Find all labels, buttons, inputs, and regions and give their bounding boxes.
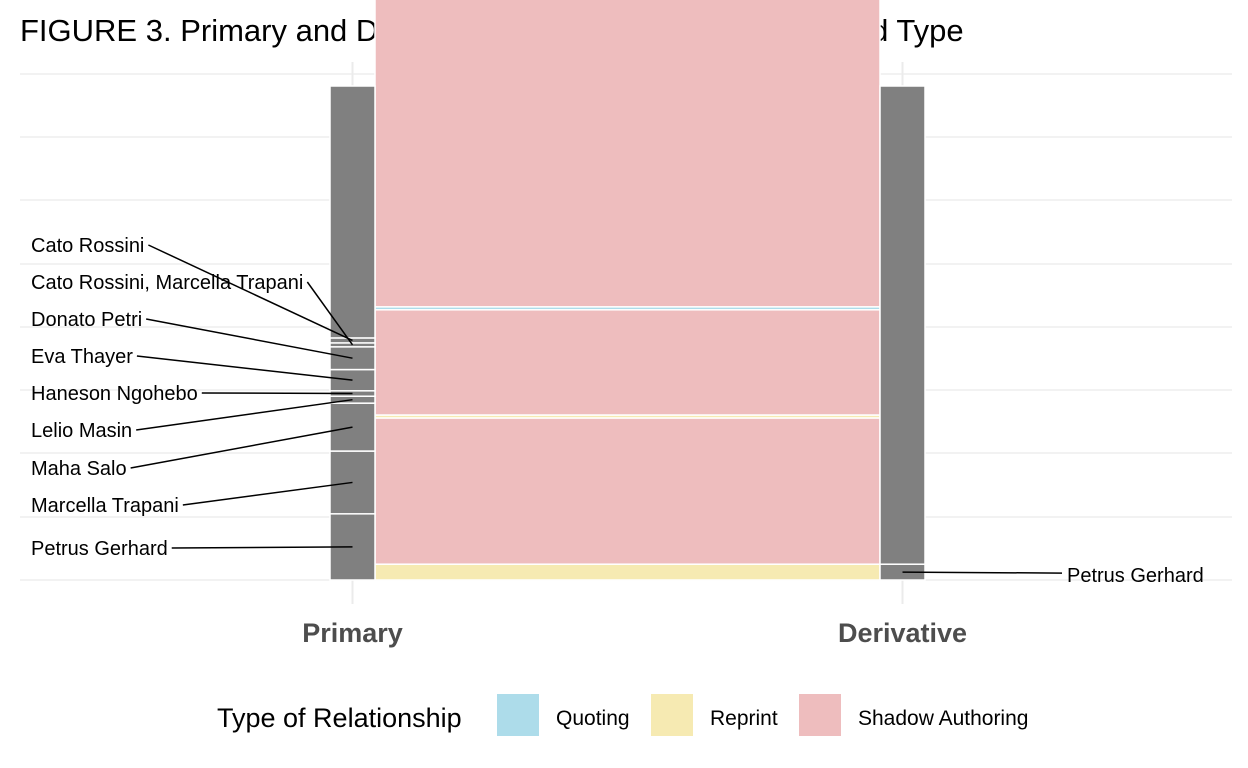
legend-key-shadow-authoring xyxy=(799,694,841,736)
legend-title: Type of Relationship xyxy=(217,703,462,733)
flow-shadow-authoring xyxy=(374,417,881,565)
leader-line xyxy=(146,318,353,359)
leader-line xyxy=(182,481,353,506)
leader-line xyxy=(201,392,353,395)
author-label-haneson-ngohebo: Haneson Ngohebo xyxy=(31,383,198,405)
leader-line xyxy=(136,355,353,381)
stratum-labels: Cato Rossini Cato Rossini, Marcella Trapa… xyxy=(31,235,1204,587)
leader-line xyxy=(136,398,353,431)
author-label-cato-rossini-marcella-trapani: Cato Rossini, Marcella Trapani xyxy=(31,272,303,294)
legend: Type of Relationship Quoting Reprint Shado… xyxy=(217,694,1028,736)
flow-reprint xyxy=(374,563,881,581)
axis-tick-derivative: Derivative xyxy=(838,618,967,648)
author-label-lelio-masin: Lelio Masin xyxy=(31,420,132,442)
author-label-petrus-gerhard: Petrus Gerhard xyxy=(31,538,168,560)
axis-tick-primary: Primary xyxy=(302,618,403,648)
leader-line xyxy=(306,281,354,346)
author-label-maha-salo: Maha Salo xyxy=(31,458,127,480)
flows xyxy=(374,0,881,581)
legend-key-quoting xyxy=(497,694,539,736)
primary-stratum xyxy=(329,85,376,339)
author-label-eva-thayer: Eva Thayer xyxy=(31,346,133,368)
derivative-stratum xyxy=(879,85,926,565)
leader-line xyxy=(171,546,353,549)
leader-line xyxy=(130,426,353,469)
leader-line xyxy=(148,244,353,342)
author-label-cato-rossini: Cato Rossini xyxy=(31,235,144,257)
legend-label-reprint: Reprint xyxy=(710,707,778,730)
legend-label-quoting: Quoting xyxy=(556,707,630,730)
leader-line xyxy=(902,571,1063,574)
legend-key-reprint xyxy=(651,694,693,736)
author-label-marcella-trapani: Marcella Trapani xyxy=(31,495,179,517)
flow-shadow-authoring xyxy=(374,309,881,416)
derivative-label-petrus-gerhard: Petrus Gerhard xyxy=(1067,565,1204,587)
legend-label-shadow-authoring: Shadow Authoring xyxy=(858,707,1028,730)
flow-shadow-authoring xyxy=(374,0,881,308)
author-label-donato-petri: Donato Petri xyxy=(31,309,142,331)
